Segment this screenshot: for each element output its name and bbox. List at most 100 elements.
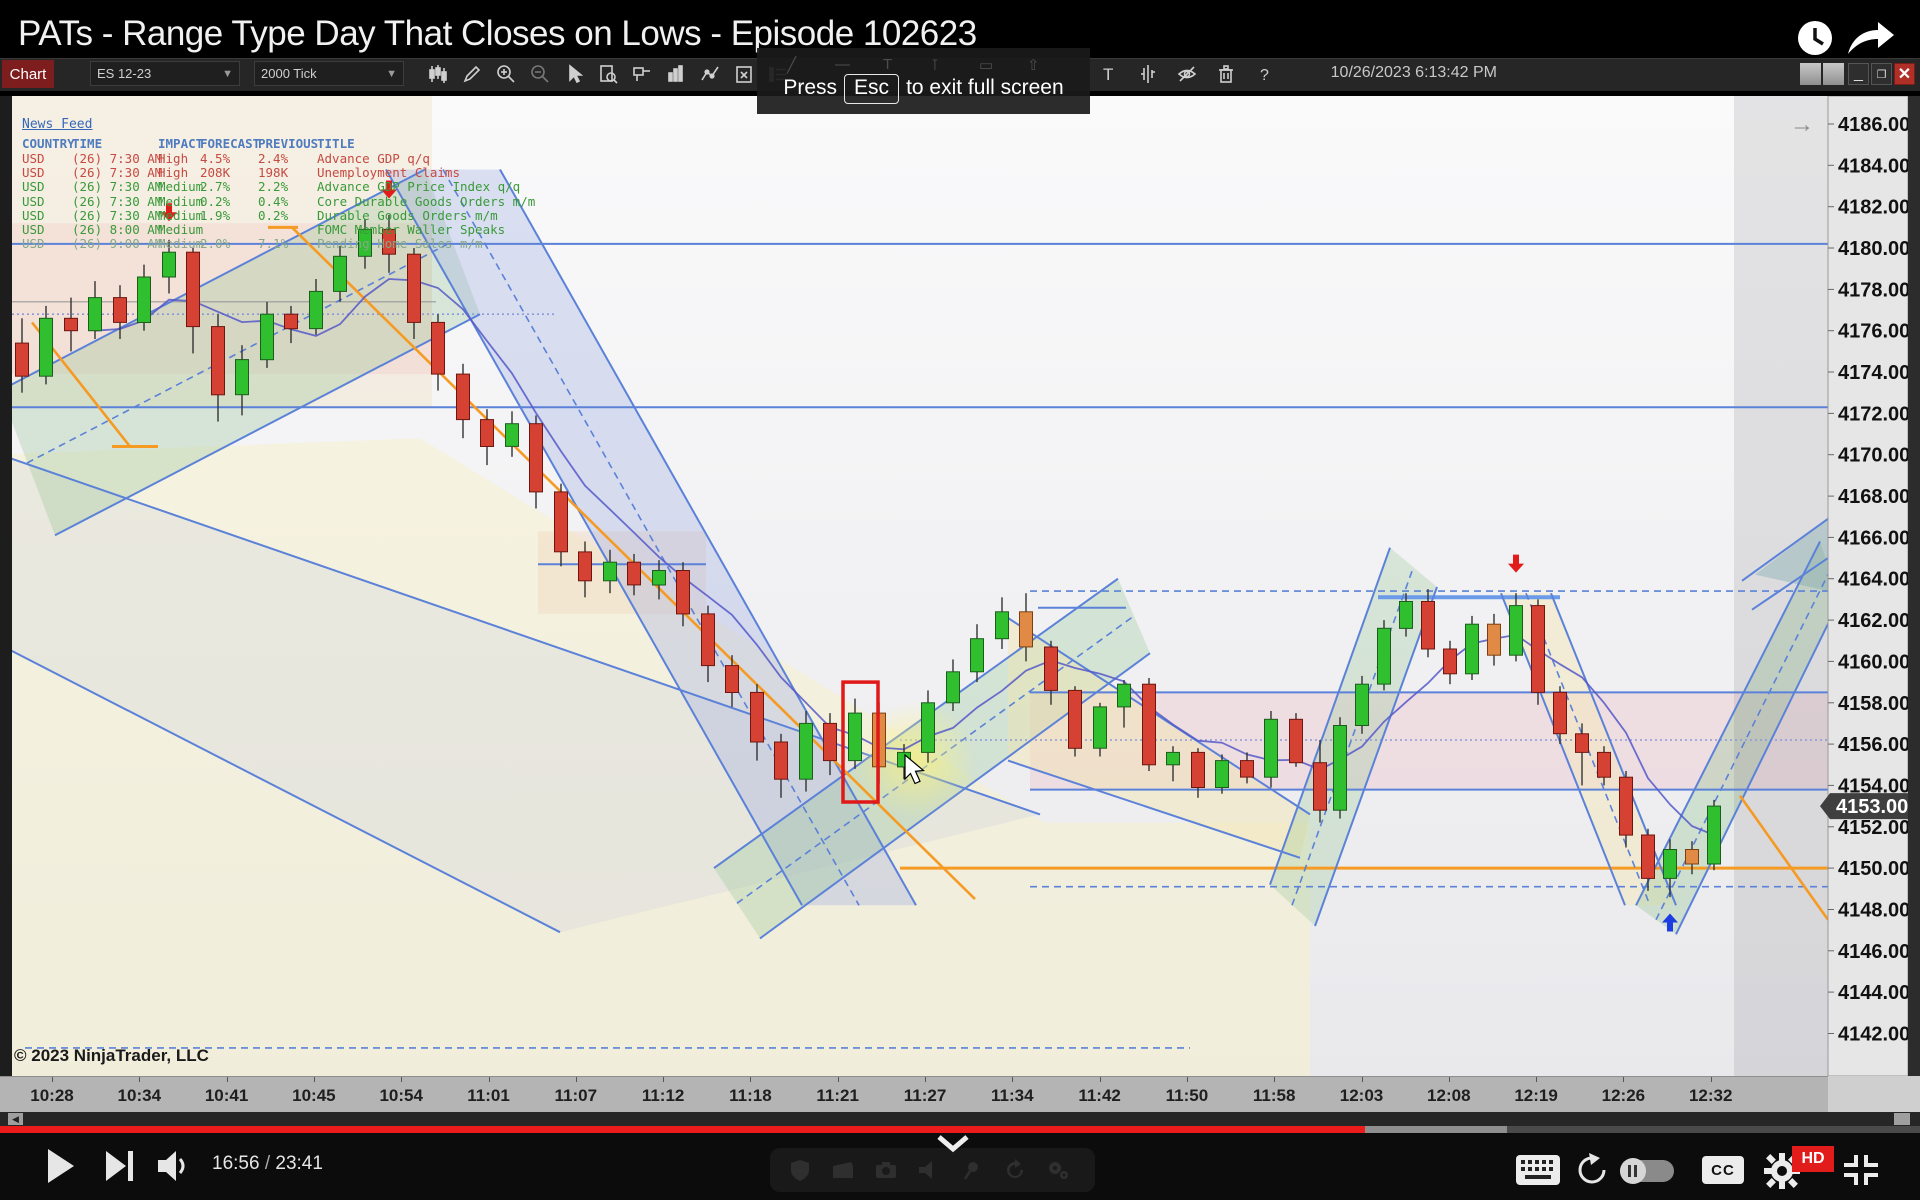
scroll-thumb[interactable] — [1894, 1113, 1910, 1125]
speaker-icon[interactable] — [917, 1158, 941, 1182]
pencil-icon[interactable] — [459, 62, 485, 86]
tag-icon[interactable] — [629, 62, 655, 86]
eye-slash-icon[interactable] — [1174, 62, 1200, 86]
news-row-cell: USD — [22, 179, 45, 195]
trend-channel-line[interactable] — [1741, 517, 1828, 582]
play-button[interactable] — [46, 1149, 76, 1183]
trend-channel-line[interactable] — [0, 168, 426, 391]
trend-channel-line[interactable] — [1314, 586, 1438, 927]
minimize-button[interactable]: _ — [1848, 63, 1869, 85]
candle — [1641, 828, 1655, 891]
gears-icon[interactable] — [1046, 1158, 1070, 1182]
price-axis-label: 4178.00 — [1838, 279, 1910, 301]
pin-icon[interactable] — [960, 1158, 984, 1182]
clapperboard-icon[interactable] — [831, 1158, 855, 1182]
camera-icon[interactable] — [874, 1158, 898, 1182]
news-row-cell: 0.2% — [258, 207, 289, 223]
trend-channel-line[interactable] — [1525, 592, 1651, 906]
candle — [823, 713, 837, 776]
volume-icon[interactable] — [158, 1151, 192, 1181]
time-axis-label: 11:34 — [991, 1086, 1034, 1105]
trash-icon[interactable] — [1213, 62, 1239, 86]
restore-button[interactable]: ❐ — [1871, 63, 1892, 85]
trend-channel-line[interactable] — [1635, 541, 1821, 906]
right-arrow-icon[interactable]: → — [1790, 111, 1814, 138]
chart-bars-icon[interactable] — [663, 62, 689, 86]
close-button[interactable]: ✕ — [1894, 63, 1915, 85]
candles-icon[interactable] — [425, 62, 451, 86]
autoplay-replay-icon[interactable] — [1576, 1153, 1610, 1187]
window-button-1[interactable] — [1800, 63, 1821, 85]
candle — [358, 219, 372, 269]
trend-channel-line[interactable] — [1550, 592, 1677, 906]
trend-channel-line[interactable] — [1738, 795, 1828, 921]
trend-channel-line[interactable] — [1675, 599, 1840, 935]
candle — [1044, 640, 1058, 705]
shield-icon[interactable] — [788, 1158, 812, 1182]
ticks-icon[interactable] — [1135, 62, 1161, 86]
time-tick — [1536, 1077, 1538, 1082]
dimmed-tool-icon: ⇧ — [1027, 57, 1040, 74]
watch-later-icon[interactable] — [1796, 18, 1836, 58]
zoom-in-icon[interactable] — [493, 62, 519, 86]
candle — [1019, 593, 1033, 662]
trend-channel-line[interactable] — [385, 169, 803, 906]
chevron-down-icon[interactable] — [935, 1135, 971, 1153]
candle — [1289, 713, 1303, 767]
video-progress-bar[interactable] — [0, 1126, 1920, 1133]
window-button-2[interactable] — [1823, 63, 1844, 85]
trend-channel-line[interactable] — [1007, 759, 1301, 859]
trend-channel-line[interactable] — [26, 241, 453, 464]
trend-channel-line[interactable] — [1007, 617, 1311, 816]
chart-canvas[interactable]: 4186.00 4184.00 4182.00 4180.00 4178.00 4176.… — [0, 96, 1920, 1076]
clipboard-x-icon[interactable] — [731, 62, 757, 86]
trend-channel-line[interactable] — [1269, 547, 1391, 886]
time-axis-label: 12:03 — [1339, 1086, 1384, 1105]
trend-channel-line[interactable] — [1751, 557, 1828, 611]
news-feed-link[interactable]: News Feed — [22, 117, 93, 132]
candle — [333, 246, 347, 302]
captions-button[interactable]: CC — [1702, 1156, 1744, 1184]
candle — [64, 297, 78, 352]
candle — [627, 553, 641, 596]
trend-channel-line[interactable] — [442, 169, 860, 906]
dimmed-tool-icon: — — [835, 56, 850, 73]
down-arrow-marker — [381, 180, 397, 199]
time-axis-label: 11:42 — [1078, 1086, 1121, 1105]
trend-channel-line[interactable] — [0, 645, 561, 934]
candle — [578, 541, 592, 598]
interval-dropdown[interactable]: 2000 Tick ▼ — [254, 61, 404, 86]
doc-search-icon[interactable] — [595, 62, 621, 86]
price-axis-label: 4144.00 — [1838, 982, 1910, 1004]
cursor-icon[interactable] — [561, 62, 587, 86]
candle — [946, 659, 960, 711]
time-axis[interactable]: 10:28 10:34 10:41 10:45 10:54 11:01 11:07 11:12… — [0, 1076, 1828, 1113]
chevron-down-icon: ▼ — [222, 67, 233, 80]
help-icon[interactable]: ? — [1252, 62, 1278, 86]
candle — [1663, 839, 1677, 898]
time-axis-label: 10:54 — [379, 1086, 423, 1105]
scroll-left-button[interactable]: ◀ — [8, 1113, 23, 1125]
keyboard-icon[interactable] — [1516, 1155, 1560, 1185]
exit-fullscreen-button[interactable] — [1842, 1153, 1880, 1187]
candle — [1264, 711, 1278, 788]
news-row-cell: (26) 9:00 AM — [72, 236, 163, 252]
text-icon[interactable]: T — [1096, 62, 1122, 86]
right-scroll-strip[interactable] — [1908, 96, 1920, 1076]
next-button[interactable] — [106, 1151, 136, 1181]
news-row-cell: Advance GDP Price Index q/q — [317, 179, 521, 195]
refresh-icon[interactable] — [1003, 1158, 1027, 1182]
chart-scrollbar[interactable]: ◀ — [0, 1112, 1920, 1126]
share-icon[interactable] — [1844, 20, 1896, 58]
polyline-icon[interactable] — [697, 62, 723, 86]
instrument-dropdown[interactable]: ES 12-23 ▼ — [90, 61, 240, 86]
price-axis[interactable] — [1827, 96, 1909, 1076]
candle — [1166, 746, 1180, 782]
zoom-out-icon[interactable] — [527, 62, 553, 86]
price-axis-label: 4182.00 — [1838, 197, 1910, 219]
tab-chart[interactable]: Chart — [2, 60, 54, 88]
autoplay-toggle[interactable] — [1620, 1158, 1674, 1184]
news-row-cell: High — [158, 165, 189, 181]
trend-channel-line[interactable] — [499, 169, 917, 906]
time-axis-label: 11:21 — [816, 1086, 859, 1105]
